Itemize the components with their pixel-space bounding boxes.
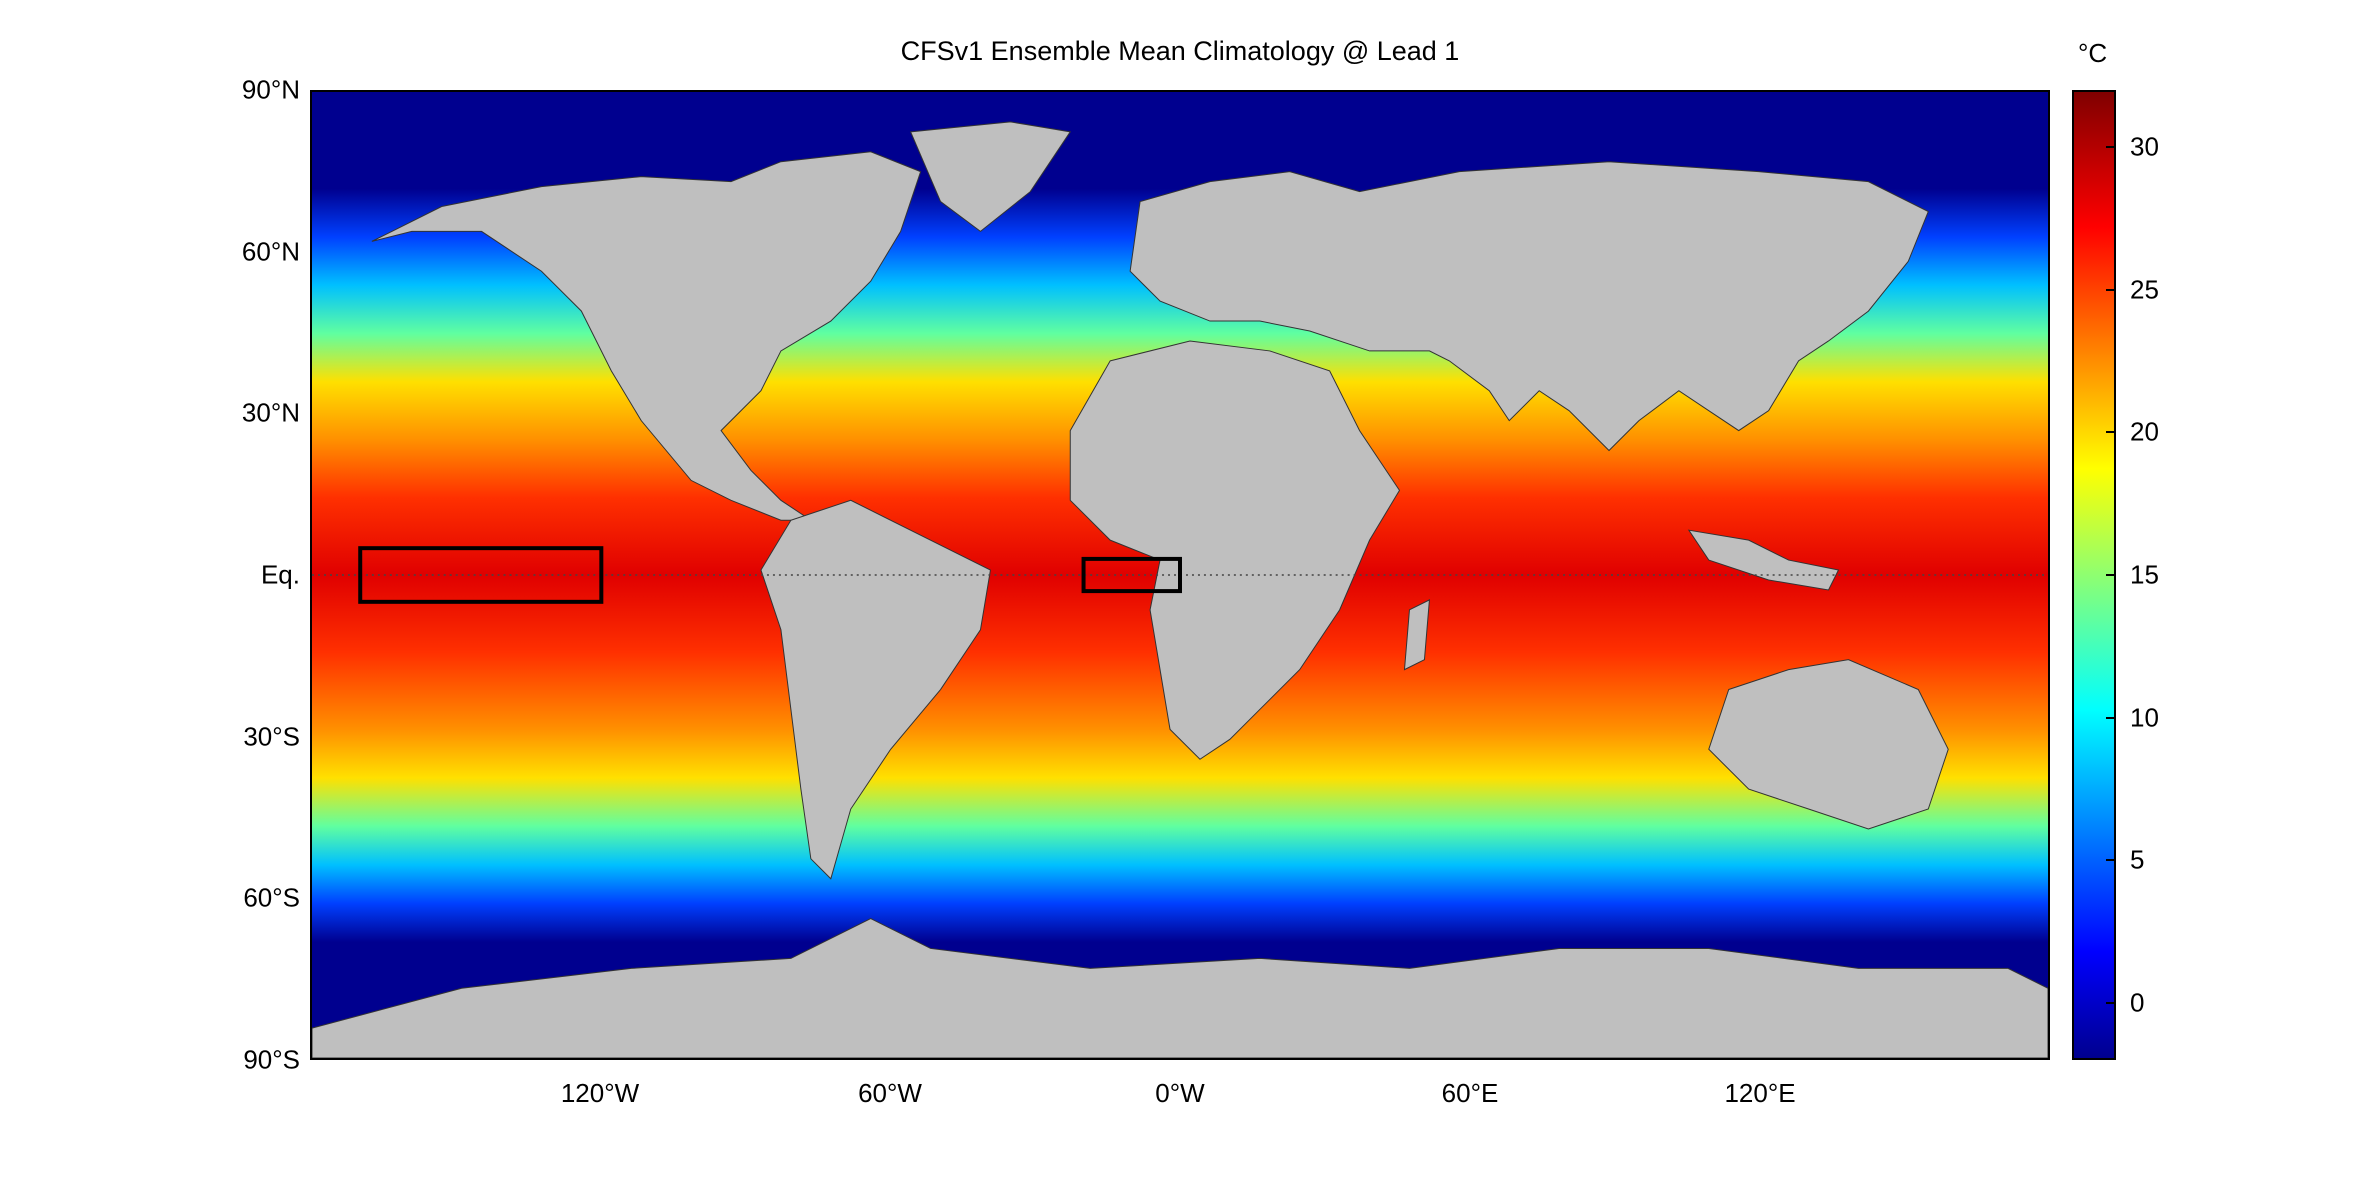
- colorbar-tick-mark: [2106, 431, 2116, 434]
- lon-tick-label: 60°E: [1441, 1078, 1499, 1108]
- lat-tick-label: Eq.: [260, 559, 300, 590]
- colorbar-tick-mark: [2106, 859, 2116, 862]
- region-box: [1081, 556, 1182, 594]
- north-america: [371, 151, 922, 521]
- region-box: [358, 546, 604, 604]
- colorbar-tick-label: 0: [2130, 987, 2145, 1018]
- lon-tick-label: 120°E: [1724, 1078, 1796, 1108]
- colorbar-tick-mark: [2106, 146, 2116, 149]
- lat-tick-label: 90°S: [243, 1044, 300, 1075]
- lon-tick-label: 60°W: [858, 1078, 922, 1108]
- colorbar-tick-mark: [2106, 716, 2116, 719]
- colorbar-tick-mark: [2106, 288, 2116, 291]
- lat-tick-label: 30°S: [243, 721, 300, 752]
- antarctica: [312, 918, 2048, 1058]
- lat-tick-label: 60°N: [241, 236, 300, 267]
- eurasia: [1129, 161, 1929, 452]
- madagascar: [1403, 599, 1430, 671]
- colorbar-tick-label: 30: [2130, 131, 2159, 162]
- africa: [1069, 340, 1401, 760]
- lon-tick-label: 120°W: [560, 1078, 640, 1108]
- colorbar-tick-mark: [2106, 574, 2116, 576]
- lon-tick-label: 0°W: [1155, 1078, 1205, 1108]
- south-america: [760, 499, 991, 880]
- australia: [1708, 659, 1949, 830]
- colorbar-tick-label: 5: [2130, 844, 2145, 875]
- sst-map-canvas: [312, 92, 2048, 1058]
- lat-tick-label: 60°S: [243, 882, 300, 913]
- indonesia: [1687, 529, 1840, 591]
- lat-tick-label: 90°N: [241, 74, 300, 105]
- lat-tick-label: 30°N: [241, 397, 300, 428]
- colorbar-tick-label: 15: [2130, 559, 2159, 590]
- colorbar-tick-label: 20: [2130, 416, 2159, 447]
- colorbar-tick-label: 10: [2130, 702, 2159, 733]
- sst-map: [310, 90, 2050, 1060]
- map-title: CFSv1 Ensemble Mean Climatology @ Lead 1: [900, 36, 1460, 66]
- colorbar-unit: °C: [2078, 38, 2108, 68]
- colorbar-tick-label: 25: [2130, 274, 2159, 305]
- colorbar-tick-mark: [2106, 1001, 2116, 1004]
- greenland: [909, 121, 1072, 233]
